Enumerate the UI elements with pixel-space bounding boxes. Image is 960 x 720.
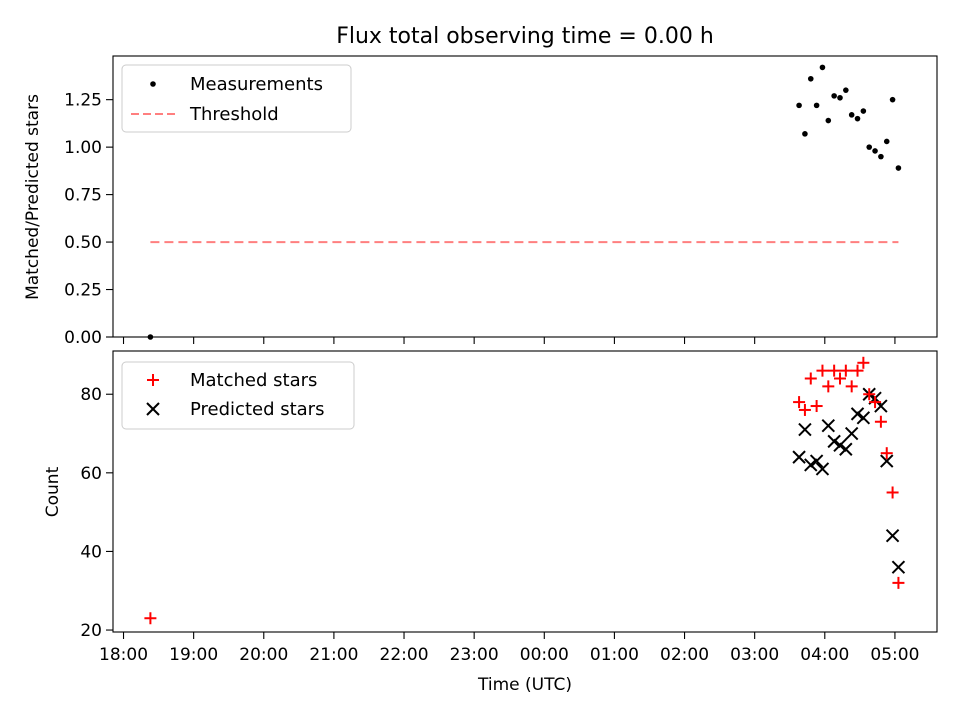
ratio-legend: Measurements Threshold [121, 64, 352, 133]
predicted-stars-legend-marker [146, 402, 160, 416]
predicted-stars-point [891, 560, 906, 574]
matched-stars-point [828, 364, 841, 377]
measurement-point [843, 87, 849, 93]
matched-stars-legend-label: Matched stars [190, 370, 317, 391]
count-legend-box [121, 361, 355, 430]
predicted-stars-point [833, 438, 847, 453]
predicted-stars-point [844, 426, 859, 441]
count-y-tick-label: 60 [80, 464, 102, 484]
measurement-point [831, 93, 837, 99]
matched-stars-point [816, 364, 829, 377]
ratio-y-axis-label: Matched/Predicted stars [23, 94, 43, 300]
predicted-stars-point [885, 529, 900, 543]
x-tick-label: 00:00 [520, 645, 569, 665]
predicted-stars-point [880, 454, 894, 468]
count-legend: Matched stars Predicted stars [121, 361, 355, 430]
matched-stars-point [851, 364, 864, 377]
matched-stars-point [144, 612, 157, 625]
count-y-axis-label: Count [43, 466, 63, 517]
matched-stars-legend-marker [147, 374, 159, 386]
measurement-point [813, 102, 820, 109]
ratio-y-tick-label: 1.25 [64, 91, 102, 111]
count-y-tick-label: 20 [80, 621, 102, 641]
measurement-point [889, 96, 896, 103]
measurement-point [819, 64, 826, 71]
measurement-point [825, 117, 832, 124]
x-tick-label: 19:00 [169, 645, 218, 665]
x-tick-label: 18:00 [99, 645, 148, 665]
threshold-legend-label: Threshold [189, 104, 279, 125]
measurement-point [802, 131, 808, 137]
x-tick-label: 05:00 [870, 645, 919, 665]
measurement-point [883, 138, 890, 145]
x-tick-label: 03:00 [730, 645, 779, 665]
measurement-point [866, 144, 873, 150]
measurement-point [872, 148, 878, 154]
measurement-point [895, 165, 902, 171]
chart-title: Flux total observing time = 0.00 h [336, 24, 714, 49]
predicted-stars-point [827, 434, 841, 449]
count-y-tick-label: 80 [80, 385, 102, 405]
ratio-y-tick-label: 0.75 [64, 186, 102, 206]
measurements-legend-label: Measurements [190, 74, 323, 95]
predicted-stars-point [850, 407, 865, 421]
predicted-stars-point [815, 462, 830, 476]
predicted-stars-legend-label: Predicted stars [190, 399, 324, 420]
matched-stars-point [857, 356, 870, 369]
matched-stars-point [810, 400, 823, 413]
matched-stars-point [833, 372, 846, 385]
predicted-stars-point [809, 454, 824, 468]
x-tick-label: 23:00 [450, 645, 499, 665]
count-y-tick-label: 40 [80, 542, 102, 562]
x-axis-label: Time (UTC) [477, 675, 572, 695]
matched-stars-point [886, 486, 899, 499]
ratio-plot-frame [112, 55, 938, 338]
predicted-stars-point [821, 418, 836, 433]
matched-stars-point [804, 372, 817, 385]
ratio-legend-box [121, 64, 352, 133]
ratio-panel: 0.00 0.25 0.50 0.75 1.00 1.25 Matched/Predict… [23, 55, 938, 348]
matched-stars-point [822, 380, 835, 393]
measurement-point [878, 153, 884, 160]
predicted-stars-point [856, 411, 871, 425]
matched-stars-point [880, 447, 893, 460]
matched-stars-point [863, 388, 876, 401]
x-tick-label: 20:00 [239, 645, 288, 665]
matched-stars-point [793, 396, 806, 409]
measurement-point [848, 112, 855, 118]
measurement-point [854, 115, 861, 122]
matched-stars-point [869, 396, 882, 409]
measurement-point [807, 75, 814, 82]
matched-stars-point [845, 380, 858, 393]
measurement-point [837, 94, 843, 101]
count-panel: 20 40 60 80 18:00 19:00 20:00 21:00 22:00 23:00 0… [43, 350, 938, 695]
measurement-point [860, 108, 867, 114]
ratio-y-tick-label: 1.00 [64, 138, 102, 158]
predicted-stars-point [804, 458, 818, 472]
x-tick-label: 21:00 [309, 645, 358, 665]
matched-stars-point [839, 364, 852, 377]
x-tick-label: 02:00 [660, 645, 709, 665]
ratio-y-tick-label: 0.50 [64, 233, 102, 253]
measurements-legend-marker [150, 81, 156, 87]
ratio-y-tick-label: 0.00 [64, 328, 102, 348]
predicted-stars-point [839, 442, 853, 456]
x-tick-label: 01:00 [590, 645, 639, 665]
matched-stars-point [798, 403, 811, 416]
count-plot-frame [112, 350, 938, 633]
x-tick-label: 22:00 [380, 645, 429, 665]
ratio-y-tick-label: 0.25 [64, 281, 102, 301]
matched-stars-point [892, 576, 905, 589]
measurement-point [796, 102, 802, 109]
predicted-stars-point [792, 450, 806, 464]
x-tick-label: 04:00 [800, 645, 849, 665]
matched-stars-point [874, 415, 887, 428]
predicted-stars-point [798, 422, 812, 437]
